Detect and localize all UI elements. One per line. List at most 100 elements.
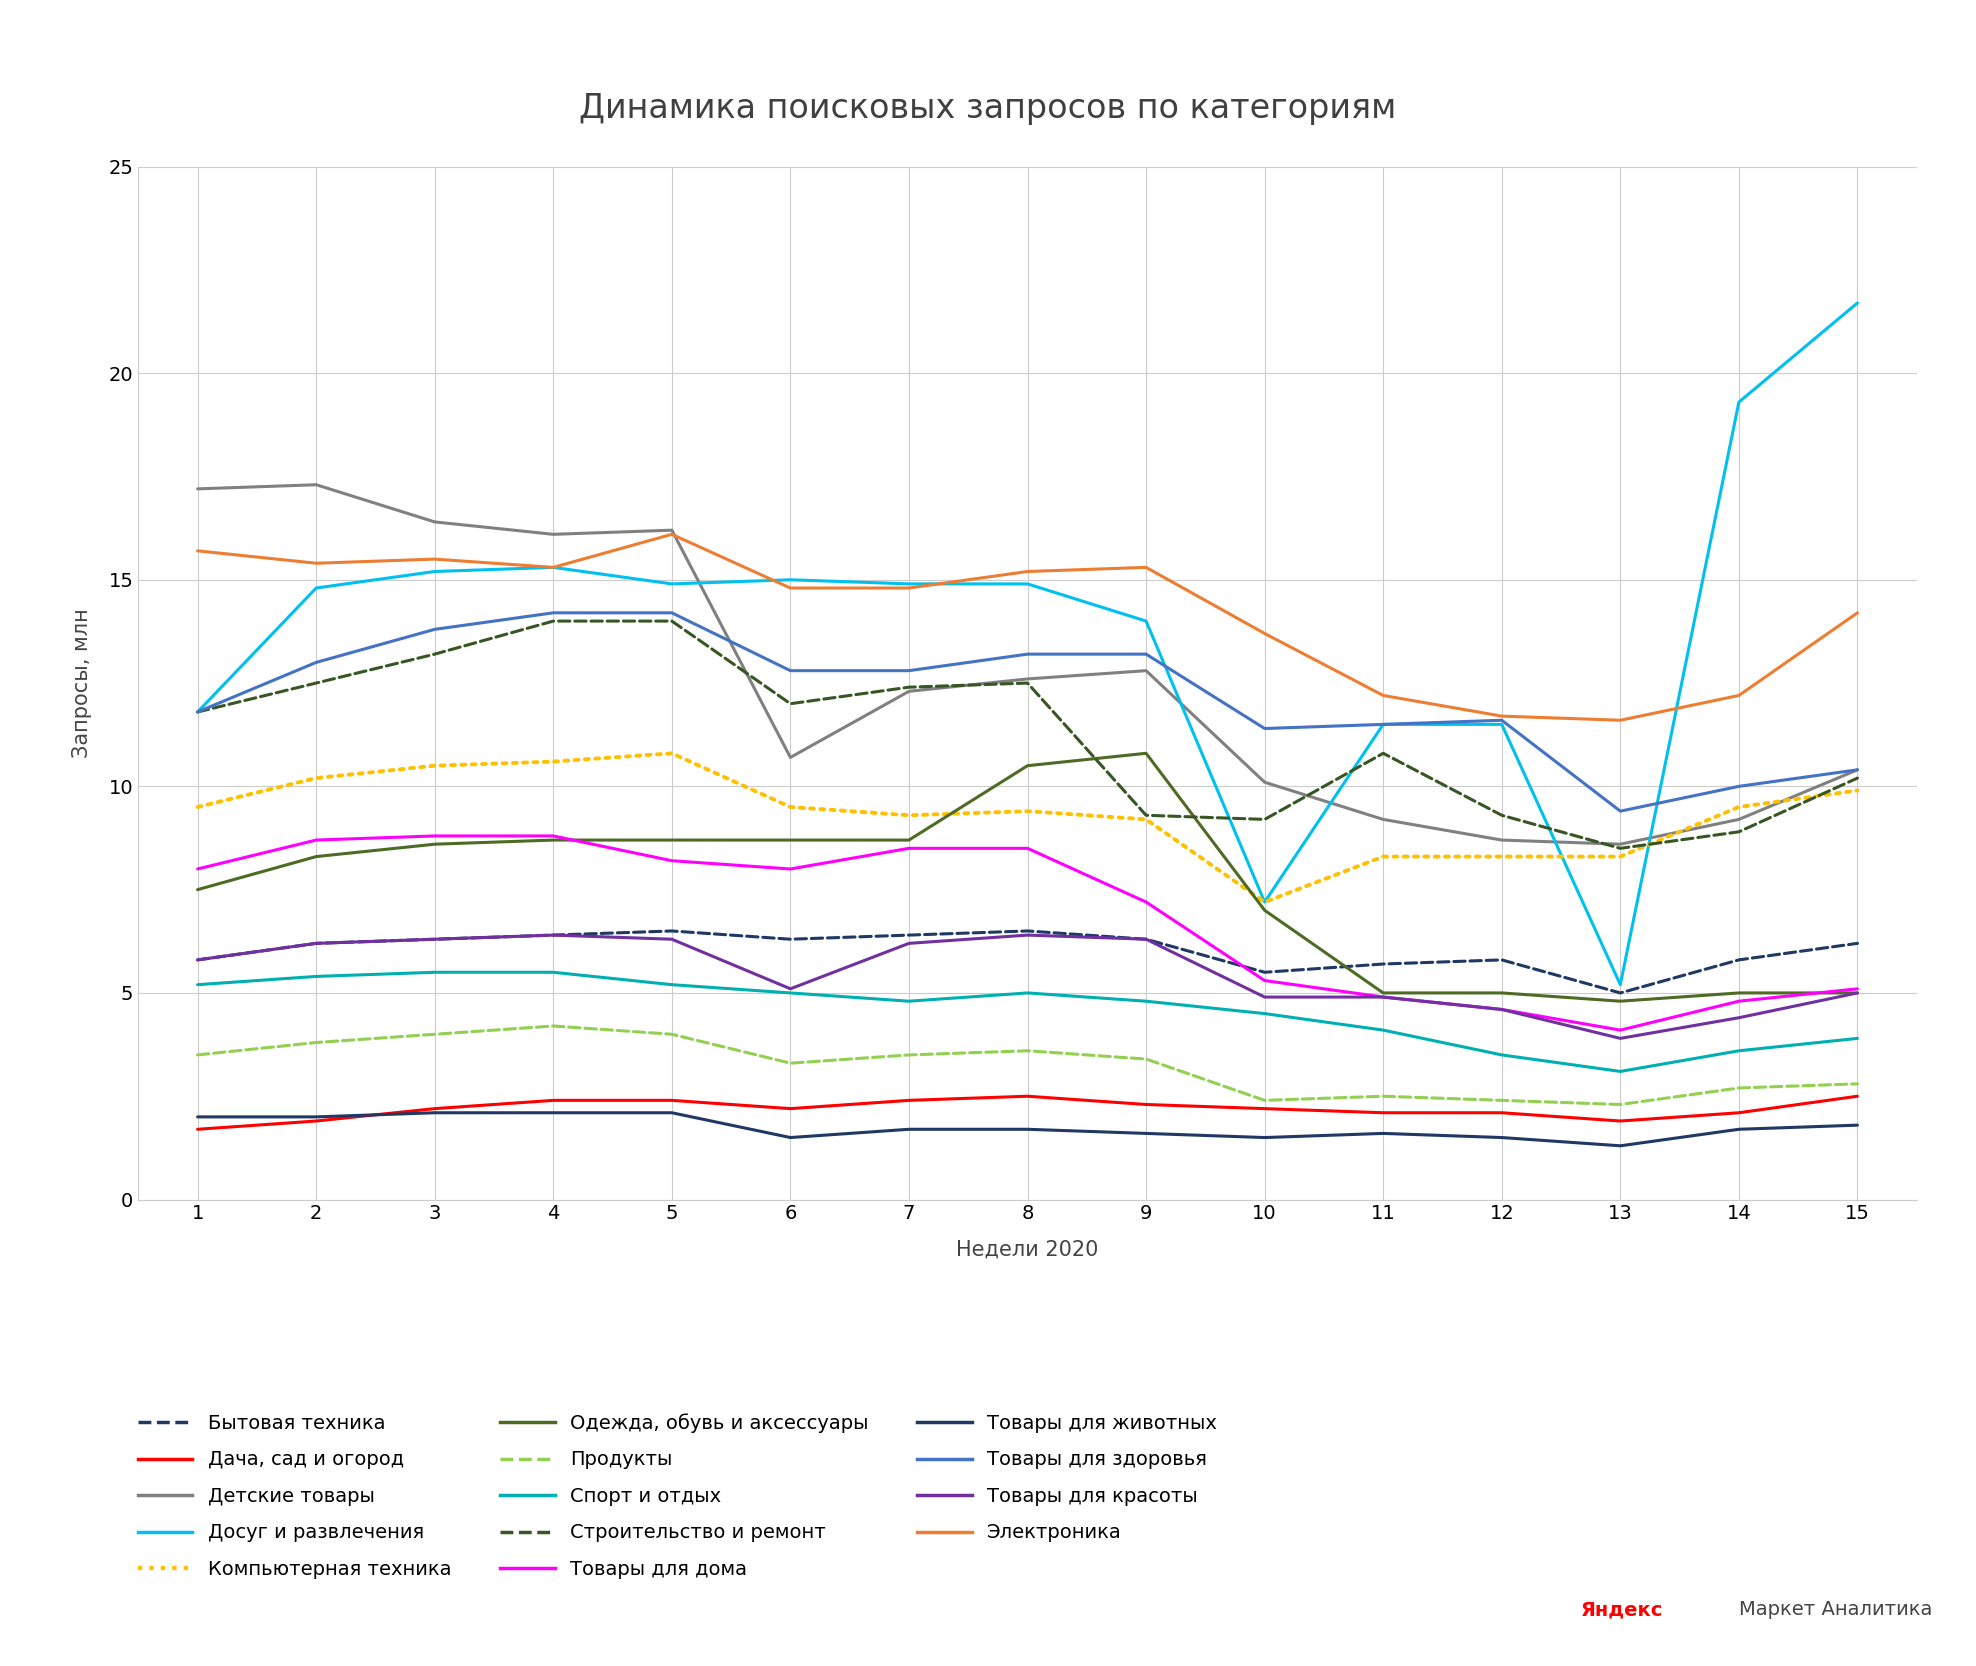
Товары для здоровья	[779, 661, 802, 681]
Товары для животных	[1608, 1136, 1632, 1156]
Компьютерная техника	[186, 796, 209, 816]
Товары для красоты	[1134, 930, 1158, 950]
Строительство и ремонт	[660, 611, 684, 631]
Продукты	[1727, 1078, 1751, 1098]
Электроника	[1253, 623, 1276, 643]
Товары для животных	[1016, 1120, 1039, 1140]
Товары для здоровья	[1371, 715, 1395, 735]
Досуг и развлечения	[1371, 715, 1395, 735]
Товары для дома	[1846, 980, 1869, 1000]
Бытовая техника	[660, 921, 684, 941]
Досуг и развлечения	[1016, 573, 1039, 593]
Бытовая техника	[1727, 950, 1751, 970]
Line: Детские товары: Детские товары	[198, 485, 1857, 845]
Дача, сад и огород	[897, 1090, 921, 1110]
Товары для здоровья	[423, 620, 447, 640]
Бытовая техника	[304, 933, 328, 953]
Строительство и ремонт	[897, 676, 921, 696]
Продукты	[1371, 1086, 1395, 1106]
Строительство и ремонт	[779, 693, 802, 713]
Одежда, обувь и аксессуары	[897, 830, 921, 850]
Товары для дома	[897, 838, 921, 858]
Дача, сад и огород	[423, 1098, 447, 1118]
Досуг и развлечения	[1727, 392, 1751, 412]
Товары для дома	[541, 826, 565, 846]
Детские товары	[1490, 830, 1514, 850]
Дача, сад и огород	[1016, 1086, 1039, 1106]
Строительство и ремонт	[541, 611, 565, 631]
Детские товары	[541, 525, 565, 545]
Товары для здоровья	[1490, 710, 1514, 730]
Товары для животных	[897, 1120, 921, 1140]
Дача, сад и огород	[541, 1090, 565, 1110]
Line: Товары для животных: Товары для животных	[198, 1113, 1857, 1146]
Детские товары	[897, 681, 921, 701]
Y-axis label: Запросы, млн: Запросы, млн	[71, 608, 93, 758]
Компьютерная техника	[1134, 810, 1158, 830]
Продукты	[186, 1045, 209, 1065]
Компьютерная техника	[541, 751, 565, 771]
Компьютерная техника	[1846, 780, 1869, 800]
Досуг и развлечения	[541, 558, 565, 578]
Товары для животных	[541, 1103, 565, 1123]
Товары для красоты	[1253, 986, 1276, 1006]
Товары для дома	[186, 860, 209, 880]
Товары для красоты	[423, 930, 447, 950]
Товары для животных	[779, 1128, 802, 1148]
Товары для дома	[1727, 991, 1751, 1011]
Line: Товары для здоровья: Товары для здоровья	[198, 613, 1857, 811]
Продукты	[1016, 1041, 1039, 1061]
Line: Спорт и отдых: Спорт и отдых	[198, 973, 1857, 1071]
Дача, сад и огород	[1608, 1111, 1632, 1131]
Электроника	[1134, 558, 1158, 578]
Line: Строительство и ремонт: Строительство и ремонт	[198, 621, 1857, 848]
Legend: Бытовая техника, Дача, сад и огород, Детские товары, Досуг и развлечения, Компью: Бытовая техника, Дача, сад и огород, Дет…	[130, 1406, 1225, 1586]
Line: Одежда, обувь и аксессуары: Одежда, обувь и аксессуары	[198, 753, 1857, 1001]
Досуг и развлечения	[423, 561, 447, 581]
Спорт и отдых	[423, 963, 447, 983]
Line: Электроника: Электроника	[198, 535, 1857, 720]
Товары для здоровья	[1608, 801, 1632, 821]
Продукты	[1846, 1075, 1869, 1095]
Товары для животных	[1846, 1115, 1869, 1135]
Товары для дома	[779, 860, 802, 880]
Строительство и ремонт	[1016, 673, 1039, 693]
Продукты	[304, 1033, 328, 1053]
Одежда, обувь и аксессуары	[1253, 900, 1276, 920]
Компьютерная техника	[1253, 891, 1276, 911]
Строительство и ремонт	[423, 645, 447, 665]
Бытовая техника	[1016, 921, 1039, 941]
Товары для здоровья	[1016, 645, 1039, 665]
Детские товары	[660, 520, 684, 540]
Строительство и ремонт	[1134, 805, 1158, 825]
Спорт и отдых	[304, 966, 328, 986]
Досуг и развлечения	[186, 701, 209, 721]
Электроника	[186, 541, 209, 561]
Товары для животных	[1253, 1128, 1276, 1148]
Строительство и ремонт	[1490, 805, 1514, 825]
Товары для дома	[1134, 891, 1158, 911]
Товары для красоты	[541, 925, 565, 945]
Товары для дома	[1490, 1000, 1514, 1020]
Товары для здоровья	[660, 603, 684, 623]
Товары для красоты	[1490, 1000, 1514, 1020]
Товары для дома	[1371, 986, 1395, 1006]
Line: Продукты: Продукты	[198, 1026, 1857, 1105]
Товары для здоровья	[186, 701, 209, 721]
Детские товары	[779, 748, 802, 768]
Детские товары	[1016, 670, 1039, 690]
Продукты	[660, 1025, 684, 1045]
Товары для здоровья	[1727, 776, 1751, 796]
Электроника	[1371, 685, 1395, 705]
Одежда, обувь и аксессуары	[1727, 983, 1751, 1003]
Дача, сад и огород	[304, 1111, 328, 1131]
Товары для дома	[660, 851, 684, 871]
Спорт и отдых	[779, 983, 802, 1003]
Строительство и ремонт	[1253, 810, 1276, 830]
Дача, сад и огород	[1490, 1103, 1514, 1123]
Товары для здоровья	[897, 661, 921, 681]
Спорт и отдых	[1253, 1003, 1276, 1023]
Одежда, обувь и аксессуары	[1846, 983, 1869, 1003]
Text: Маркет Аналитика: Маркет Аналитика	[1739, 1601, 1933, 1619]
Дача, сад и огород	[186, 1120, 209, 1140]
